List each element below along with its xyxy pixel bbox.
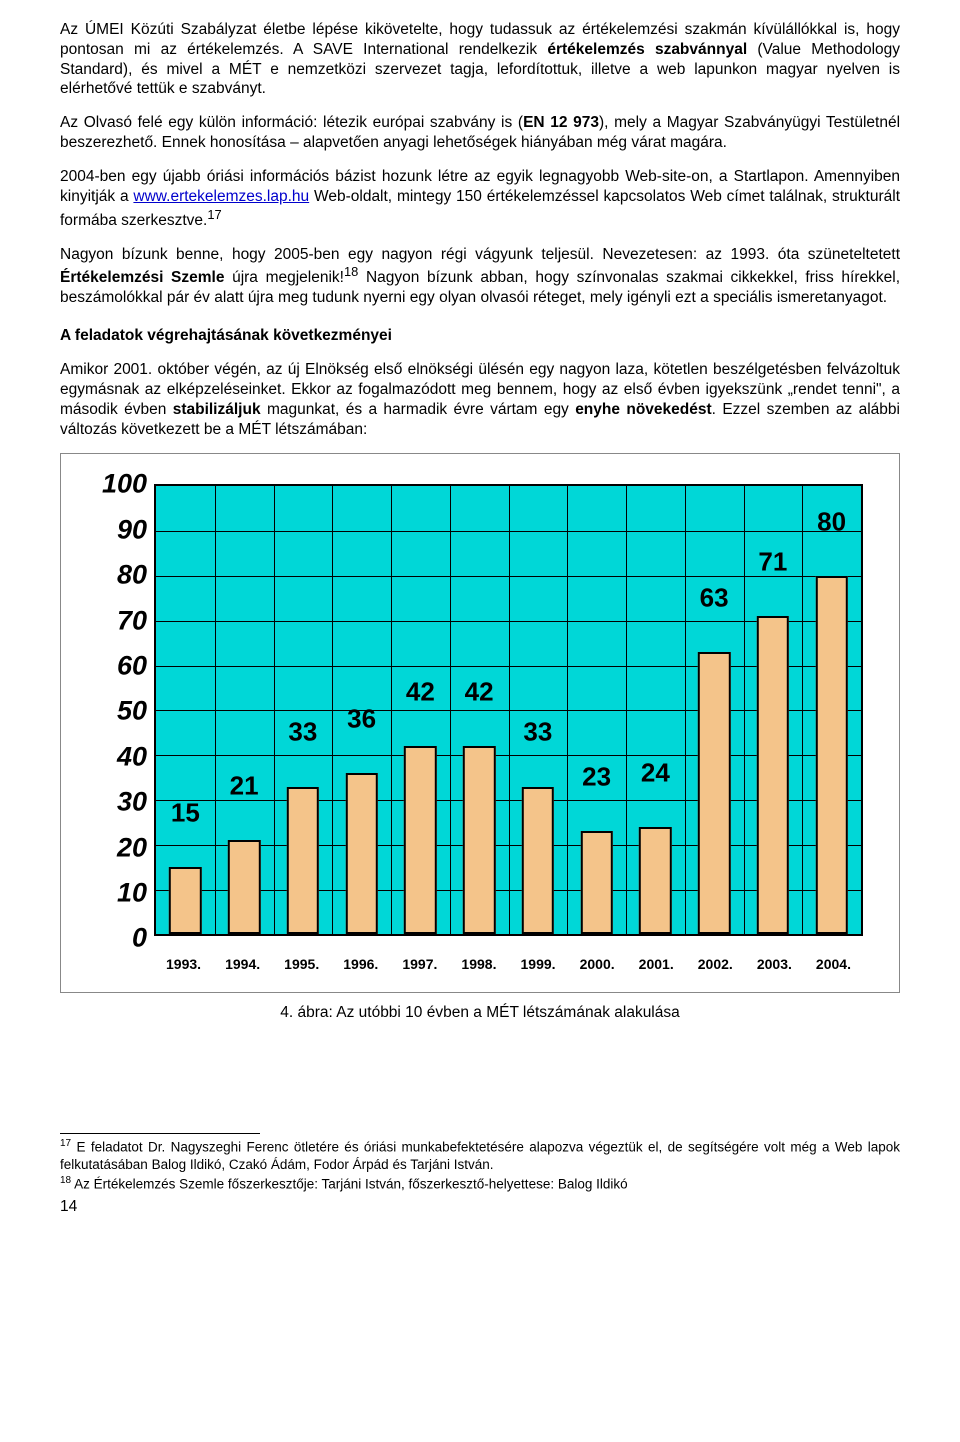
x-axis-label: 1993. <box>166 956 201 974</box>
x-axis-label: 1996. <box>343 956 378 974</box>
footnote-18: 18 Az Értékelemzés Szemle főszerkesztője… <box>60 1175 900 1193</box>
bold-text: EN 12 973 <box>523 114 599 131</box>
y-axis-label: 100 <box>79 467 147 502</box>
y-axis-label: 70 <box>79 603 147 638</box>
footnote-ref-18: 18 <box>344 264 358 279</box>
bar-value-label: 71 <box>758 546 787 579</box>
bar <box>639 827 671 935</box>
footnote-ref-17: 17 <box>207 207 221 222</box>
bold-text: Értékelemzési Szemle <box>60 270 224 287</box>
gridline-v <box>802 486 803 934</box>
gridline-v <box>567 486 568 934</box>
bar-value-label: 33 <box>523 716 552 749</box>
y-axis-label: 30 <box>79 785 147 820</box>
gridline-v <box>274 486 275 934</box>
bar-value-label: 80 <box>817 505 846 538</box>
bar-value-label: 33 <box>288 716 317 749</box>
text: újra megjelenik! <box>224 270 344 287</box>
y-axis-label: 40 <box>79 740 147 775</box>
footnotes-rule <box>60 1133 260 1134</box>
bold-text: értékelemzés szabvánnyal <box>547 41 747 58</box>
y-axis-label: 10 <box>79 876 147 911</box>
bar <box>698 652 730 934</box>
y-axis-label: 90 <box>79 513 147 548</box>
footnote-num: 18 <box>60 1175 71 1186</box>
footnote-num: 17 <box>60 1138 71 1149</box>
bar <box>404 746 436 934</box>
bar <box>228 840 260 934</box>
paragraph-4: Nagyon bízunk benne, hogy 2005-ben egy n… <box>60 245 900 309</box>
bar-value-label: 42 <box>465 676 494 709</box>
bar-value-label: 21 <box>230 770 259 803</box>
gridline-v <box>215 486 216 934</box>
bold-text: stabilizáljuk <box>173 401 261 418</box>
x-axis-label: 2001. <box>639 956 674 974</box>
bar-value-label: 42 <box>406 676 435 709</box>
x-axis-label: 2000. <box>580 956 615 974</box>
y-axis-label: 50 <box>79 694 147 729</box>
y-axis-label: 60 <box>79 649 147 684</box>
y-axis-label: 0 <box>79 921 147 956</box>
gridline-v <box>509 486 510 934</box>
x-axis-label: 2004. <box>816 956 851 974</box>
gridline-v <box>744 486 745 934</box>
footnote-17: 17 E feladatot Dr. Nagyszeghi Ferenc ötl… <box>60 1138 900 1173</box>
bar <box>345 773 377 934</box>
gridline-v <box>450 486 451 934</box>
text: magunkat, és a harmadik évre vártam egy <box>261 401 576 418</box>
x-axis-label: 1998. <box>461 956 496 974</box>
x-axis-label: 1994. <box>225 956 260 974</box>
footnote-text: E feladatot Dr. Nagyszeghi Ferenc ötleté… <box>60 1140 900 1172</box>
footnotes: 17 E feladatot Dr. Nagyszeghi Ferenc ötl… <box>60 1133 900 1217</box>
y-axis-label: 20 <box>79 830 147 865</box>
bar-value-label: 36 <box>347 703 376 736</box>
x-axis-label: 2003. <box>757 956 792 974</box>
paragraph-3: 2004-ben egy újabb óriási információs bá… <box>60 167 900 231</box>
x-axis-label: 1997. <box>402 956 437 974</box>
bar <box>287 787 319 935</box>
bar <box>522 787 554 935</box>
chart-container: 15 21 33 36 42 42 33 23 24 63 71 80 0 10 20 30 40 50 60 70… <box>60 453 900 993</box>
paragraph-1: Az ÚMEI Közúti Szabályzat életbe lépése … <box>60 20 900 99</box>
link-ertekelemzes[interactable]: www.ertekelemzes.lap.hu <box>133 188 309 205</box>
bar-value-label: 23 <box>582 761 611 794</box>
paragraph-2: Az Olvasó felé egy külön információ: lét… <box>60 113 900 153</box>
text: Az Olvasó felé egy külön információ: lét… <box>60 114 523 131</box>
text: Nagyon bízunk benne, hogy 2005-ben egy n… <box>60 246 900 263</box>
bar-chart: 15 21 33 36 42 42 33 23 24 63 71 80 0 10 20 30 40 50 60 70… <box>60 453 900 993</box>
section-heading: A feladatok végrehajtásának következmény… <box>60 326 900 346</box>
bar-value-label: 15 <box>171 797 200 830</box>
bar <box>463 746 495 934</box>
plot-area: 15 21 33 36 42 42 33 23 24 63 71 80 <box>154 484 863 936</box>
paragraph-5: Amikor 2001. október végén, az új Elnöks… <box>60 360 900 439</box>
page-number: 14 <box>60 1197 900 1217</box>
bar-value-label: 24 <box>641 756 670 789</box>
bar <box>757 616 789 934</box>
bar-value-label: 63 <box>700 582 729 615</box>
x-axis-label: 1999. <box>521 956 556 974</box>
chart-caption: 4. ábra: Az utóbbi 10 évben a MÉT létszá… <box>60 1003 900 1023</box>
x-axis-label: 2002. <box>698 956 733 974</box>
gridline-v <box>332 486 333 934</box>
y-axis-label: 80 <box>79 558 147 593</box>
gridline-v <box>685 486 686 934</box>
footnote-text: Az Értékelemzés Szemle főszerkesztője: T… <box>71 1177 628 1192</box>
gridline-v <box>626 486 627 934</box>
bar <box>815 576 847 934</box>
bold-text: enyhe növekedést <box>575 401 711 418</box>
bar <box>169 867 201 934</box>
bar <box>580 831 612 934</box>
x-axis-label: 1995. <box>284 956 319 974</box>
gridline-v <box>391 486 392 934</box>
